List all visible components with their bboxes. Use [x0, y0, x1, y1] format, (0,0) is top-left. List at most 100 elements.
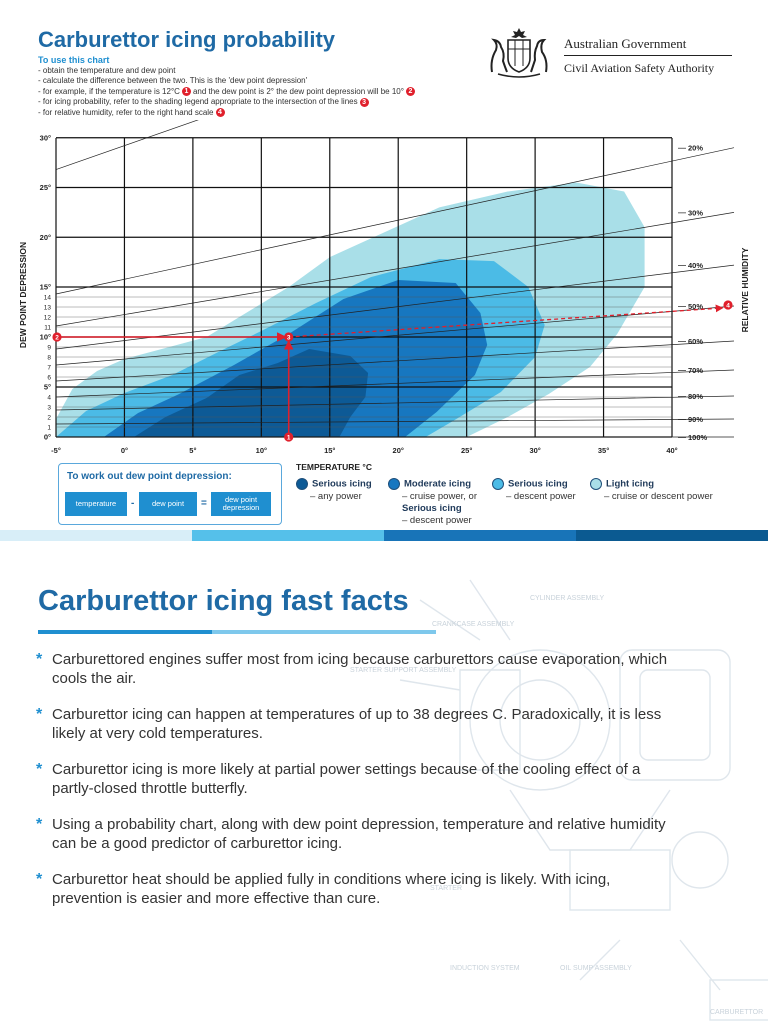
temperature-box: temperature	[65, 492, 127, 516]
x-tick-label: 20°	[393, 446, 404, 455]
instruction-2: - calculate the difference between the t…	[38, 76, 308, 86]
y-tick-label: 4	[47, 395, 51, 402]
dew-point-box: dew point	[139, 492, 197, 516]
x-tick-label: 15°	[324, 446, 335, 455]
fast-facts-list: * Carburettored engines suffer most from …	[36, 650, 676, 925]
humidity-label: 30%	[688, 208, 703, 217]
y-tick-label: 8	[47, 355, 51, 362]
humidity-line	[55, 418, 735, 425]
humidity-label: 60%	[688, 337, 703, 346]
step-marker-number: 3	[287, 334, 291, 341]
engine-diagram-watermark: CYLINDER ASSEMBLY CRANKCASE ASSEMBLY STA…	[350, 579, 768, 1021]
humidity-label: 100%	[688, 433, 708, 442]
x-tick-label: 30°	[529, 446, 540, 455]
legend-item: Serious icing – descent power	[492, 478, 576, 502]
watermark-label: OIL SUMP ASSEMBLY	[560, 965, 632, 972]
watermark-label: STARTER	[430, 885, 462, 892]
step-marker-2	[52, 332, 62, 342]
watermark-label: CRANKCASE ASSEMBLY	[432, 621, 515, 628]
bullet-star-icon: *	[36, 871, 43, 888]
x-tick-label: 0°	[121, 446, 128, 455]
dew-point-formula: To work out dew point depression: temper…	[58, 463, 282, 525]
y-tick-label: 9	[47, 345, 51, 352]
humidity-label: 90%	[688, 415, 703, 424]
formula-heading: To work out dew point depression:	[67, 471, 232, 482]
fast-facts-underline	[38, 630, 436, 634]
legend-item: Light icing – cruise or descent power	[590, 478, 713, 502]
example-humidity-arrow	[288, 304, 724, 338]
fact-item: * Carburettor heat should be applied full…	[36, 871, 611, 907]
y-tick-label: 3	[47, 405, 51, 412]
fact-item: * Carburettored engines suffer most from …	[36, 651, 668, 687]
legend-swatch	[492, 478, 504, 490]
humidity-line	[55, 340, 735, 382]
y-tick-label: 15°	[40, 283, 51, 292]
humidity-line	[55, 212, 735, 327]
instruction-4: - for icing probability, refer to the sh…	[38, 97, 417, 107]
humidity-line	[55, 264, 735, 350]
equals-sign: =	[201, 498, 207, 509]
bullet-star-icon: *	[36, 816, 43, 833]
bullet-star-icon: *	[36, 651, 43, 668]
humidity-line	[55, 147, 735, 295]
step-marker-number: 1	[287, 434, 291, 441]
logo-divider	[564, 55, 732, 56]
legend-swatch	[296, 478, 308, 490]
x-axis-label: TEMPERATURE °C	[296, 462, 372, 472]
step-marker-number: 2	[55, 334, 59, 341]
x-tick-label: -5°	[51, 446, 61, 455]
x-tick-label: 25°	[461, 446, 472, 455]
humidity-line	[55, 305, 735, 366]
divider-band-4	[576, 530, 768, 541]
y-tick-label: 14	[44, 295, 52, 302]
minus-sign: -	[131, 498, 135, 509]
legend-swatch	[388, 478, 400, 490]
humidity-label: 50%	[688, 302, 703, 311]
step-2-marker: 2	[405, 87, 415, 97]
instructions-list: - obtain the temperature and dew point -…	[38, 66, 417, 118]
y-tick-label: 13	[44, 305, 52, 312]
y-tick-label: 6	[47, 375, 51, 382]
icing-probability-chart: 10%20%30%40%50%60%70%80%90%100% -5°0°5°1…	[18, 120, 750, 472]
bullet-star-icon: *	[36, 706, 43, 723]
government-name: Australian Government	[564, 36, 687, 51]
bullet-star-icon: *	[36, 761, 43, 778]
step-marker-3	[284, 332, 294, 342]
fact-item: * Carburettor icing can happen at tempera…	[36, 706, 662, 742]
right-axis-label: RELATIVE HUMIDITY	[740, 247, 750, 332]
divider-band-3	[384, 530, 576, 541]
y-tick-label: 30°	[40, 133, 51, 142]
step-3-marker: 3	[359, 97, 369, 107]
y-tick-label: 11	[44, 325, 51, 332]
y-tick-label: 2	[47, 415, 51, 422]
y-tick-label: 20°	[40, 233, 51, 242]
step-marker-4	[723, 300, 733, 310]
step-1-marker: 1	[181, 87, 191, 97]
y-tick-label: 5°	[44, 383, 51, 392]
y-tick-label: 0°	[44, 433, 51, 442]
coat-of-arms-icon	[490, 28, 548, 78]
government-logo: Australian Government Civil Aviation Saf…	[484, 26, 744, 82]
step-4-marker: 4	[215, 108, 225, 118]
x-tick-label: 35°	[598, 446, 609, 455]
divider-band-2	[192, 530, 384, 541]
humidity-label: 40%	[688, 261, 703, 270]
fact-item: * Using a probability chart, along with d…	[36, 816, 666, 852]
instruction-5: - for relative humidity, refer to the ri…	[38, 108, 417, 118]
page-title: Carburettor icing probability	[38, 27, 336, 52]
legend-item: Serious icing – any power	[296, 478, 372, 502]
instruction-3: - for example, if the temperature is 12°…	[38, 87, 417, 97]
fast-facts-title: Carburettor icing fast facts	[38, 585, 409, 617]
step-marker-number: 4	[726, 302, 730, 309]
watermark-label: STARTER SUPPORT ASSEMBLY	[350, 667, 457, 674]
fact-item: * Carburettor icing is more likely at par…	[36, 761, 641, 797]
humidity-label: 70%	[688, 366, 703, 375]
watermark-label: CYLINDER ASSEMBLY	[530, 595, 605, 602]
legend-swatch	[590, 478, 602, 490]
authority-name: Civil Aviation Safety Authority	[564, 61, 715, 75]
y-tick-label: 7	[47, 365, 51, 372]
humidity-line	[55, 120, 199, 170]
x-tick-label: 40°	[666, 446, 677, 455]
y-tick-label: 12	[44, 315, 52, 322]
watermark-label: CARBURETTOR	[710, 1009, 763, 1016]
